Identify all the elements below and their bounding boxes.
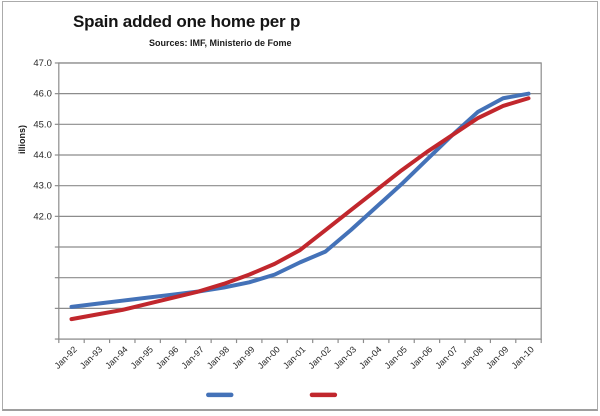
y-tick-label: 42.0: [33, 211, 51, 222]
y-tick-label: 43.0: [33, 181, 51, 192]
plot-area: 47.046.045.044.043.042.0Jan-92Jan-93Jan-…: [33, 58, 542, 398]
x-tick-label: Jan-01: [281, 344, 307, 370]
x-tick-label: Jan-02: [306, 344, 332, 370]
x-tick-label: Jan-09: [484, 344, 510, 370]
x-tick-label: Jan-99: [230, 344, 256, 370]
x-tick-label: Jan-03: [332, 344, 358, 370]
x-tick-label: Jan-94: [103, 344, 129, 370]
x-tick-label: Jan-92: [52, 344, 78, 370]
x-tick-label: Jan-00: [256, 344, 282, 370]
plot-border: [58, 62, 542, 340]
x-tick-label: Jan-08: [459, 344, 485, 370]
x-tick-label: Jan-95: [129, 344, 155, 370]
chart-frame: Spain added one home per p Sources: IMF,…: [2, 1, 598, 411]
x-tick-label: Jan-07: [433, 344, 459, 370]
x-tick-label: Jan-96: [154, 344, 180, 370]
red-series-line: [69, 96, 531, 322]
x-tick-label: Jan-97: [179, 344, 205, 370]
chart-title: Spain added one home per p: [73, 12, 301, 31]
x-tick-label: Jan-93: [78, 344, 104, 370]
blue-series-line: [69, 91, 531, 309]
x-tick-label: Jan-04: [357, 344, 383, 370]
y-tick-label: 45.0: [33, 119, 51, 130]
y-tick-label: 46.0: [33, 89, 51, 100]
x-tick-label: Jan-06: [408, 344, 434, 370]
y-tick-label: 47.0: [33, 58, 51, 69]
y-tick-label: 44.0: [33, 150, 51, 161]
chart-subtitle: Sources: IMF, Ministerio de Fome: [149, 38, 292, 48]
x-tick-label: Jan-05: [383, 344, 409, 370]
x-tick-label: Jan-10: [509, 344, 535, 370]
x-tick-label: Jan-98: [205, 344, 231, 370]
